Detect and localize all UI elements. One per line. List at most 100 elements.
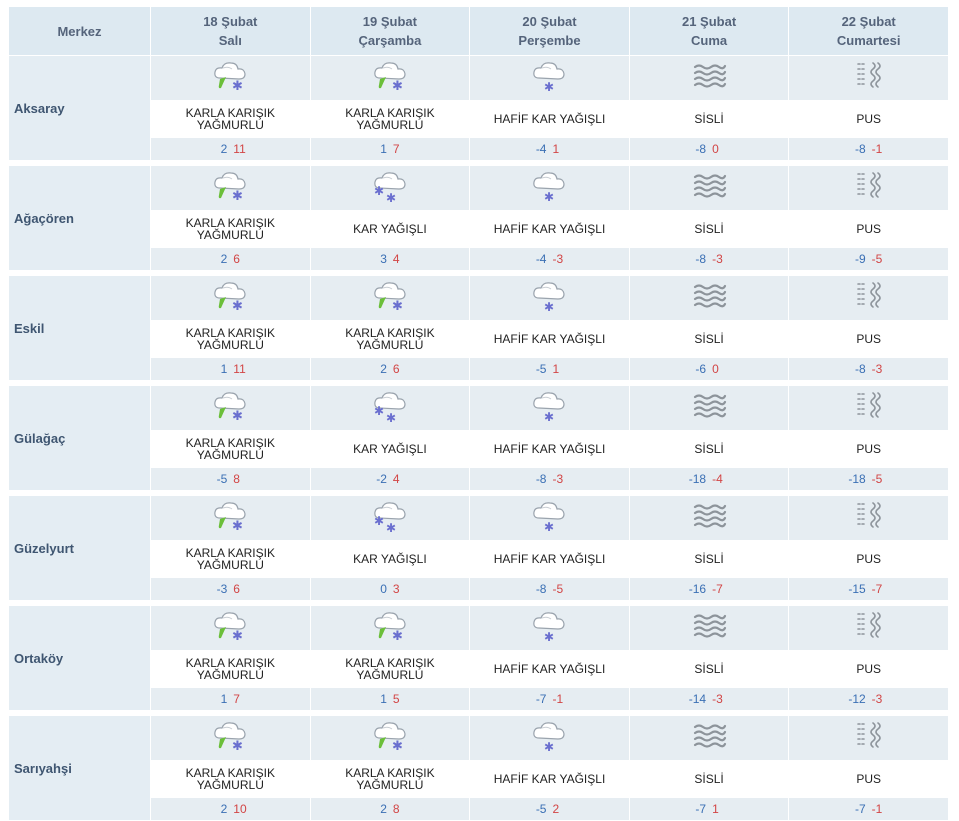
- min-temperature: -7: [695, 802, 707, 816]
- city-icon-row: Gülağaç ✱ ✱ ✱ ✱: [8, 385, 949, 491]
- weather-icon-cell: ✱ ✱: [309, 385, 471, 431]
- max-temperature: -1: [552, 692, 564, 706]
- min-temperature: -6: [695, 362, 707, 376]
- svg-text:✱: ✱: [544, 300, 554, 314]
- city-temp-row: 1 11 2 6 -5 1 -6 0 -8 -3: [9, 357, 949, 381]
- city-name: Sarıyahşi: [8, 715, 151, 821]
- weather-description: HAFİF KAR YAĞIŞLI: [469, 540, 630, 578]
- weather-icon-cell: [788, 55, 949, 101]
- min-temperature: -7: [855, 802, 866, 816]
- max-temperature: -5: [871, 252, 883, 266]
- svg-text:✱: ✱: [374, 514, 384, 528]
- city-icon-row: Aksaray ✱ ✱ ✱: [8, 55, 949, 161]
- max-temperature: 5: [392, 692, 400, 706]
- temperature-cell: -3 6: [150, 577, 311, 601]
- merkez-header: Merkez: [8, 6, 151, 56]
- weather-icon-cell: ✱: [150, 55, 311, 101]
- weather-description: KARLA KARIŞIK YAĞMURLU: [309, 760, 471, 798]
- weather-description: HAFİF KAR YAĞIŞLI: [469, 430, 630, 468]
- row-spacer: [8, 600, 949, 606]
- min-temperature: -12: [848, 692, 866, 706]
- day-date: 20 Şubat: [522, 14, 577, 29]
- city-temp-row: -3 6 0 3 -8 -5 -16 -7 -15 -7: [9, 577, 949, 601]
- max-temperature: -3: [871, 362, 883, 376]
- day-date: 19 Şubat: [362, 14, 417, 29]
- temperature-cell: -4 -3: [469, 247, 630, 271]
- spacer-cell: [8, 600, 949, 606]
- city-temp-row: 1 7 1 5 -7 -1 -14 -3 -12 -3: [9, 687, 949, 711]
- header-row: Merkez 18 Şubat Salı 19 Şubat Çarşamba 20 …: [8, 6, 949, 56]
- weather-description: PUS: [788, 430, 949, 468]
- max-temperature: 2: [552, 802, 560, 816]
- haze-icon: [849, 608, 889, 644]
- weather-description: KAR YAĞIŞLI: [309, 210, 471, 248]
- weather-icon-cell: ✱: [150, 715, 311, 761]
- city-name: Eskil: [8, 275, 151, 381]
- day-weekday: Çarşamba: [358, 33, 422, 48]
- max-temperature: 8: [392, 802, 400, 816]
- svg-text:✱: ✱: [544, 80, 554, 94]
- weather-description: KARLA KARIŞIK YAĞMURLU: [309, 100, 471, 138]
- weather-icon-cell: [628, 275, 790, 321]
- light-snow-icon: ✱: [529, 718, 569, 754]
- weather-icon-cell: [788, 715, 949, 761]
- min-temperature: -18: [688, 472, 707, 486]
- svg-text:✱: ✱: [544, 740, 554, 754]
- city-icon-row: Ağaçören ✱ ✱ ✱ ✱: [8, 165, 949, 271]
- weather-description: SİSLİ: [628, 100, 790, 138]
- min-temperature: -18: [848, 472, 866, 486]
- city-name: Ortaköy: [8, 605, 151, 711]
- min-temperature: -8: [535, 582, 547, 596]
- max-temperature: 3: [392, 582, 400, 596]
- city-desc-row: KARLA KARIŞIK YAĞMURLU KARLA KARIŞIK YAĞM…: [9, 100, 949, 138]
- city-name: Ağaçören: [8, 165, 151, 271]
- weather-description: PUS: [788, 320, 949, 358]
- city-icon-row: Eskil ✱ ✱ ✱: [8, 275, 949, 381]
- spacer-cell: [8, 380, 949, 386]
- temperature-cell: 2 11: [150, 137, 311, 161]
- weather-description: KARLA KARIŞIK YAĞMURLU: [309, 320, 471, 358]
- haze-icon: [849, 718, 889, 754]
- max-temperature: -1: [871, 142, 883, 156]
- weather-icon-cell: [788, 495, 949, 541]
- snow-icon: ✱ ✱: [370, 168, 410, 204]
- max-temperature: -7: [871, 582, 883, 596]
- day-date: 18 Şubat: [203, 14, 258, 29]
- svg-text:✱: ✱: [544, 410, 554, 424]
- weather-description: HAFİF KAR YAĞIŞLI: [469, 100, 630, 138]
- light-snow-icon: ✱: [529, 498, 569, 534]
- weather-description: KAR YAĞIŞLI: [309, 540, 471, 578]
- svg-text:✱: ✱: [386, 411, 396, 424]
- weather-icon-cell: ✱: [469, 165, 630, 211]
- day-date: 21 Şubat: [681, 14, 737, 29]
- temperature-cell: 1 11: [150, 357, 311, 381]
- spacer-cell: [8, 490, 949, 496]
- sleet-icon: ✱: [370, 718, 410, 754]
- fog-icon: [689, 608, 729, 644]
- weather-description: KARLA KARIŞIK YAĞMURLU: [150, 210, 311, 248]
- min-temperature: 1: [220, 362, 228, 376]
- weather-description: PUS: [788, 540, 949, 578]
- sleet-icon: ✱: [370, 608, 410, 644]
- svg-text:✱: ✱: [386, 521, 396, 534]
- svg-text:✱: ✱: [232, 629, 243, 644]
- temperature-cell: -18 -5: [788, 467, 949, 491]
- weather-icon-cell: [788, 605, 949, 651]
- haze-icon: [849, 498, 889, 534]
- max-temperature: 4: [392, 472, 400, 486]
- svg-text:✱: ✱: [392, 79, 403, 94]
- city-desc-row: KARLA KARIŞIK YAĞMURLU KAR YAĞIŞLI HAFİF K…: [9, 430, 949, 468]
- max-temperature: 1: [552, 362, 560, 376]
- svg-text:✱: ✱: [544, 520, 554, 534]
- temperature-cell: -12 -3: [788, 687, 949, 711]
- temperature-cell: -8 -1: [788, 137, 949, 161]
- max-temperature: 6: [392, 362, 400, 376]
- light-snow-icon: ✱: [529, 168, 569, 204]
- svg-text:✱: ✱: [232, 189, 243, 204]
- city-temp-row: 2 6 3 4 -4 -3 -8 -3 -9 -5: [9, 247, 949, 271]
- weather-description: KARLA KARIŞIK YAĞMURLU: [150, 320, 311, 358]
- max-temperature: -7: [712, 582, 723, 596]
